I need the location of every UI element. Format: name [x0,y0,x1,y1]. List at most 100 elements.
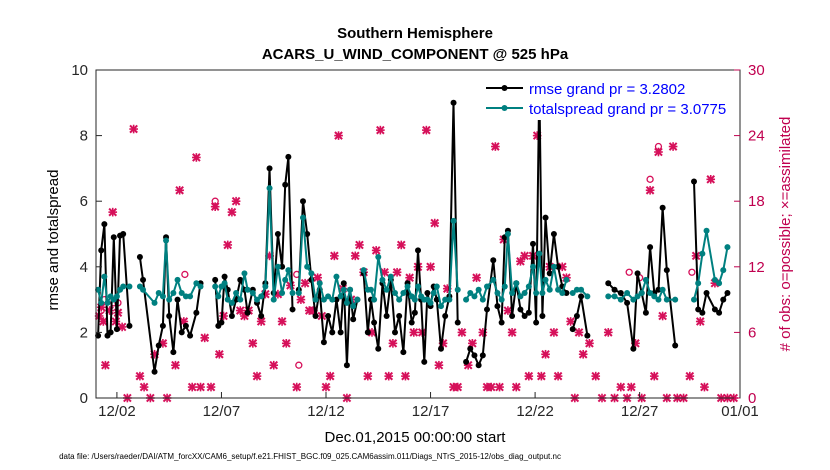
y-left-tick-label: 2 [80,324,88,341]
rmse-point [471,352,478,359]
obs-assimilated-marker [507,328,517,337]
spread-point [711,276,718,283]
obs-assimilated-marker [658,311,667,321]
rmse-point [415,247,421,254]
obs-assimilated-marker [321,382,331,392]
rmse-point [546,270,553,277]
obs-assimilated-marker [649,371,659,381]
rmse-point [624,299,631,306]
obs-assimilated-marker [541,349,550,359]
spread-point [244,286,251,293]
spread-point [285,267,292,274]
obs-assimilated-marker [277,317,287,326]
rmse-point [408,319,415,326]
spread-point [182,293,189,300]
obs-assimilated-marker [524,371,534,381]
rmse-point [107,329,114,336]
obs-assimilated-marker [187,382,197,392]
spread-point [262,283,269,290]
rmse-point [442,313,449,319]
rmse-point [411,309,418,316]
spread-point [212,283,219,290]
spread-point [699,250,706,257]
rmse-point [569,326,576,333]
rmse-point [140,276,147,283]
spread-point [140,286,147,293]
axes-box [95,69,741,399]
rmse-point [539,313,546,319]
legend-spread-label: totalspread grand pr = 3.0775 [529,101,726,118]
rmse-point [424,290,431,297]
spread-point [233,290,240,297]
spread-point [274,263,281,270]
spread-point [254,296,260,303]
x-tick-label: 12/17 [412,403,450,420]
obs-assimilated-marker [384,371,394,381]
rmse-point [703,290,710,297]
rmse-point [396,313,403,319]
rmse-point [578,293,585,300]
rmse-point [584,332,591,339]
rmse-point [642,309,649,316]
obs-assimilated-marker [426,262,435,272]
spread-point [159,293,166,300]
rmse-point [244,309,251,316]
rmse-point [329,329,336,336]
obs-assimilated-marker [585,339,594,348]
spread-point [430,290,437,297]
y-right-tick-label: 6 [748,324,756,341]
rmse-point [320,339,327,346]
spread-point [475,286,482,293]
spread-point [559,290,566,297]
obs-assimilated-marker [256,317,266,326]
spread-point [659,286,666,293]
rmse-point [228,313,235,319]
obs-assimilated-marker [240,311,249,321]
obs-assimilated-marker [101,360,110,370]
obs-assimilated-marker [252,371,262,381]
x-axis-label: Dec.01,2015 00:00:00 start [325,429,507,446]
spread-point [716,280,723,287]
spread-point [655,296,662,303]
x-tick-label: 12/22 [516,403,554,420]
obs-possible-marker [295,361,303,369]
obs-assimilated-marker [248,339,258,348]
obs-assimilated-marker [668,142,678,151]
spread-point [197,283,204,290]
spread-point [651,293,658,300]
obs-assimilated-marker [453,382,463,392]
rmse-point [484,306,490,313]
series-lines [95,78,731,375]
spread-point [672,296,679,303]
rmse-point [521,313,528,319]
spread-point [442,296,449,303]
rmse-point [266,165,273,172]
obs-assimilated-marker [503,306,513,315]
rmse-point [258,313,265,319]
y-right-tick-label: 18 [748,193,765,210]
rmse-point [333,296,340,303]
obs-assimilated-marker [227,207,237,217]
obs-assimilated-marker [549,328,559,337]
rmse-point [573,313,580,319]
y-left-tick-label: 4 [80,259,88,276]
spread-point [104,299,111,306]
spread-point [546,286,553,293]
spread-point [504,231,511,237]
spread-point [270,296,277,303]
rmse-point [340,280,347,287]
rmse-point [611,286,618,293]
obs-assimilated-marker [231,196,241,206]
rmse-point [655,286,662,293]
obs-assimilated-marker [206,382,216,392]
spread-point [120,283,127,290]
legend-rmse-label: rmse grand pr = 3.2802 [529,81,685,98]
rmse-point [101,221,108,228]
rmse-point [555,263,562,270]
obs-assimilated-marker [388,339,398,348]
rmse-point [371,319,378,326]
spread-point [320,296,327,303]
spread-point [578,286,585,293]
obs-possible-marker [688,268,696,276]
